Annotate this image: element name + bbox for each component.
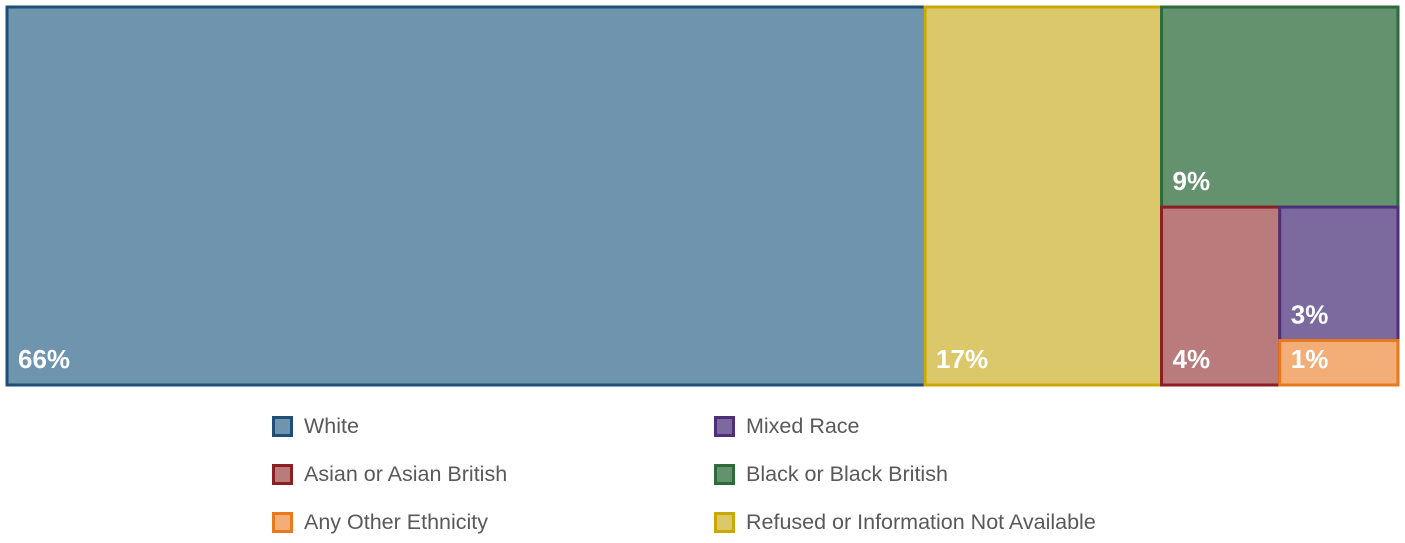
tile-label-mixed-race: 3% [1291, 300, 1329, 330]
treemap-chart: 66% 17% 9% 4% 3% 1% [5, 5, 1400, 387]
legend-label-white: White [304, 413, 359, 438]
chart-legend: White Mixed Race Asian or Asian British … [272, 414, 1172, 534]
legend-swatch-white [272, 415, 293, 437]
legend-item-refused-or-information-not-available: Refused or Information Not Available [714, 510, 1172, 534]
legend-label-refused-or-information-not-available: Refused or Information Not Available [746, 509, 1096, 534]
tile-label-any-other-ethnicity: 1% [1291, 344, 1329, 374]
legend-label-asian-or-asian-british: Asian or Asian British [304, 461, 508, 486]
tile-label-white: 66% [18, 344, 70, 374]
tile-white [5, 5, 927, 387]
legend-label-black-or-black-british: Black or Black British [746, 461, 948, 486]
legend-item-mixed-race: Mixed Race [714, 414, 1172, 438]
legend-swatch-black-or-black-british [714, 463, 735, 485]
legend-label-any-other-ethnicity: Any Other Ethnicity [304, 509, 489, 534]
legend-label-mixed-race: Mixed Race [746, 413, 860, 438]
legend-swatch-mixed-race [714, 415, 735, 437]
tile-black-or-black-british [1160, 5, 1400, 209]
legend-swatch-refused-or-information-not-available [714, 511, 735, 533]
tile-asian-or-asian-british [1160, 205, 1282, 387]
tile-refused-or-information-not-available [923, 5, 1164, 387]
legend-item-asian-or-asian-british: Asian or Asian British [272, 462, 714, 486]
legend-item-white: White [272, 414, 714, 438]
tile-label-black-or-black-british: 9% [1173, 166, 1211, 196]
legend-swatch-asian-or-asian-british [272, 463, 293, 485]
legend-item-black-or-black-british: Black or Black British [714, 462, 1172, 486]
tile-label-asian-or-asian-british: 4% [1173, 344, 1211, 374]
tile-label-refused-or-information-not-available: 17% [936, 344, 988, 374]
legend-swatch-any-other-ethnicity [272, 511, 293, 533]
legend-item-any-other-ethnicity: Any Other Ethnicity [272, 510, 714, 534]
tile-any-other-ethnicity [1278, 339, 1400, 387]
